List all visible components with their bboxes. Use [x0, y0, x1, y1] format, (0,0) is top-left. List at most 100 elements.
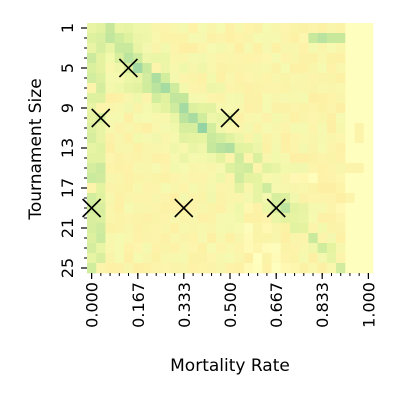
heatmap-cell	[235, 213, 245, 223]
heatmap-cell	[290, 53, 300, 63]
heatmap-cell	[170, 83, 180, 93]
heatmap-cell	[207, 263, 217, 273]
heatmap-cell	[170, 163, 180, 173]
heatmap-cell	[336, 83, 346, 93]
heatmap-cell	[244, 193, 254, 203]
heatmap-cell	[364, 223, 374, 233]
heatmap-cell	[133, 93, 143, 103]
heatmap-cell	[216, 183, 226, 193]
heatmap-cell	[290, 163, 300, 173]
heatmap-cell	[115, 133, 125, 143]
heatmap-cell	[105, 193, 115, 203]
heatmap-cell	[96, 203, 106, 213]
heatmap-cell	[152, 233, 162, 243]
heatmap-cell	[170, 253, 180, 263]
heatmap-cell	[198, 193, 208, 203]
heatmap-cell	[124, 243, 134, 253]
heatmap-cell	[133, 113, 143, 123]
heatmap-cell	[272, 83, 282, 93]
heatmap-cell	[161, 63, 171, 73]
heatmap-cell	[345, 183, 355, 193]
heatmap-cell	[336, 203, 346, 213]
heatmap-cell	[198, 253, 208, 263]
heatmap-cell	[364, 133, 374, 143]
heatmap-cell	[142, 103, 152, 113]
heatmap-cell	[244, 153, 254, 163]
heatmap-cell	[336, 263, 346, 273]
heatmap-cell	[345, 243, 355, 253]
heatmap-cell	[207, 193, 217, 203]
heatmap-cell	[115, 33, 125, 43]
heatmap-cell	[290, 113, 300, 123]
heatmap-cell	[253, 143, 263, 153]
heatmap-cell	[262, 163, 272, 173]
heatmap-cell	[235, 83, 245, 93]
heatmap-cell	[170, 263, 180, 273]
heatmap-cell	[96, 133, 106, 143]
heatmap-cell	[345, 93, 355, 103]
heatmap-cell	[207, 93, 217, 103]
heatmap-cell	[225, 233, 235, 243]
heatmap-cell	[235, 63, 245, 73]
heatmap-cell	[161, 53, 171, 63]
heatmap-cell	[96, 243, 106, 253]
heatmap-cell	[124, 103, 134, 113]
heatmap-cell	[253, 153, 263, 163]
heatmap-cell	[115, 123, 125, 133]
heatmap-cell	[336, 93, 346, 103]
heatmap-cell	[170, 43, 180, 53]
heatmap-cell	[216, 263, 226, 273]
heatmap-cell	[225, 143, 235, 153]
heatmap-cell	[318, 203, 328, 213]
heatmap-cell	[152, 83, 162, 93]
heatmap-cell	[336, 63, 346, 73]
heatmap-cell	[105, 243, 115, 253]
heatmap-cell	[96, 183, 106, 193]
heatmap-cell	[308, 183, 318, 193]
heatmap-cell	[235, 143, 245, 153]
heatmap-cell	[188, 83, 198, 93]
heatmap-cell	[188, 233, 198, 243]
heatmap-cell	[318, 233, 328, 243]
heatmap-cell	[281, 23, 291, 33]
heatmap-cell	[327, 223, 337, 233]
heatmap-cell	[105, 133, 115, 143]
heatmap-cell	[272, 163, 282, 173]
heatmap-cell	[244, 263, 254, 273]
heatmap-cell	[207, 143, 217, 153]
heatmap-cell	[290, 103, 300, 113]
heatmap-cell	[364, 143, 374, 153]
heatmap-cell	[299, 143, 309, 153]
y-tick-label: 25	[58, 258, 77, 278]
heatmap-cell	[87, 33, 97, 43]
heatmap-cell	[87, 263, 97, 273]
heatmap-cell	[244, 23, 254, 33]
heatmap-cell	[133, 43, 143, 53]
heatmap-cell	[318, 103, 328, 113]
heatmap-cell	[225, 183, 235, 193]
heatmap-cell	[327, 143, 337, 153]
heatmap-cell	[124, 213, 134, 223]
heatmap-cell	[207, 23, 217, 33]
heatmap-cell	[327, 33, 337, 43]
heatmap-cell	[272, 53, 282, 63]
heatmap-cell	[235, 233, 245, 243]
heatmap-cell	[188, 63, 198, 73]
heatmap-cell	[87, 53, 97, 63]
heatmap-cell	[345, 73, 355, 83]
heatmap-cell	[290, 223, 300, 233]
heatmap-cell	[87, 23, 97, 33]
heatmap-cell	[105, 93, 115, 103]
heatmap-cell	[244, 223, 254, 233]
x-axis: 0.000 0.167 0.333 0.500 0.667 0.833 1.000	[83, 273, 379, 328]
heatmap-cell	[364, 183, 374, 193]
heatmap-cell	[308, 263, 318, 273]
heatmap-cell	[244, 43, 254, 53]
heatmap-cell	[308, 93, 318, 103]
heatmap-cell	[253, 133, 263, 143]
heatmap-cell	[133, 33, 143, 43]
heatmap-cell	[142, 93, 152, 103]
heatmap-cell	[207, 73, 217, 83]
heatmap-cell	[133, 103, 143, 113]
heatmap-cell	[225, 153, 235, 163]
